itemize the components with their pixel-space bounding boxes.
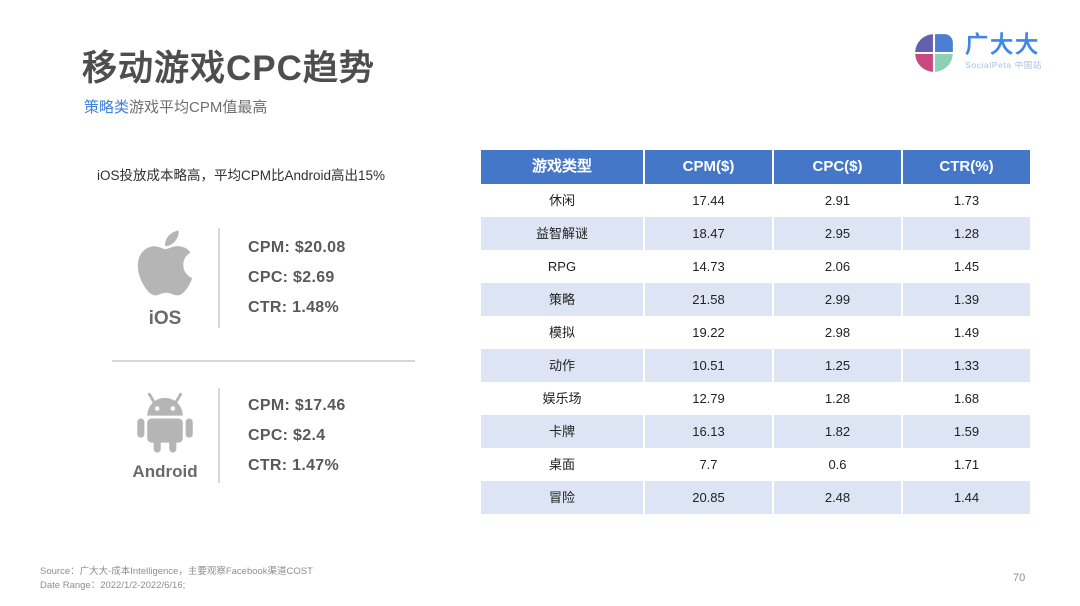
table-cell: 冒险 [481, 481, 643, 514]
table-cell: 1.59 [903, 415, 1030, 448]
table-row: 娱乐场 12.79 1.28 1.68 [481, 382, 1030, 415]
table-cell: 动作 [481, 349, 643, 382]
table-cell: 1.71 [903, 448, 1030, 481]
stat-line: CPM: $17.46 [248, 396, 346, 414]
table-row: RPG 14.73 2.06 1.45 [481, 250, 1030, 283]
platform-android-label: Android [132, 461, 198, 481]
table-cell: 1.25 [774, 349, 901, 382]
table-cell: 1.45 [903, 250, 1030, 283]
platform-android-stats: CPM: $17.46 CPC: $2.4 CTR: 1.47% [248, 391, 346, 481]
table-cell: 18.47 [645, 217, 772, 250]
subtitle-rest: 游戏平均CPM值最高 [129, 99, 268, 116]
table-header-row: 游戏类型 CPM($) CPC($) CTR(%) [481, 150, 1030, 184]
table-cell: 1.82 [774, 415, 901, 448]
table-cell: 1.39 [903, 283, 1030, 316]
table-cell: 21.58 [645, 283, 772, 316]
table-cell: 策略 [481, 283, 643, 316]
table-row: 动作 10.51 1.25 1.33 [481, 349, 1030, 382]
brand-name: 广大大 [965, 31, 1041, 57]
table-cell: RPG [481, 250, 643, 283]
table-cell: 1.28 [774, 382, 901, 415]
footer-source: Source：广大大-成本Intelligence，主要观察Facebook渠道… [40, 566, 313, 577]
table-cell: 0.6 [774, 448, 901, 481]
table-cell: 卡牌 [481, 415, 643, 448]
table-cell: 模拟 [481, 316, 643, 349]
android-icon [125, 390, 205, 459]
platform-ios-stats: CPM: $20.08 CPC: $2.69 CTR: 1.48% [248, 233, 346, 323]
table-cell: 20.85 [645, 481, 772, 514]
platform-android-badge: Android [116, 390, 214, 482]
table-row: 益智解谜 18.47 2.95 1.28 [481, 217, 1030, 250]
table-cell: 休闲 [481, 184, 643, 217]
table-header-cell: CTR(%) [903, 150, 1030, 184]
insight-note: iOS投放成本略高，平均CPM比Android高出15% [97, 168, 386, 183]
table-cell: 2.98 [774, 316, 901, 349]
game-type-table: 游戏类型 CPM($) CPC($) CTR(%) 休闲 17.44 2.91 1.73 益智… [481, 150, 1030, 514]
table-body: 休闲 17.44 2.91 1.73 益智解谜 18.47 2.95 1.28 RPG 14.73… [481, 184, 1030, 514]
brand-pie-icon [912, 31, 956, 80]
table-cell: 桌面 [481, 448, 643, 481]
table-cell: 娱乐场 [481, 382, 643, 415]
vertical-divider [218, 228, 220, 328]
table-cell: 2.99 [774, 283, 901, 316]
table-row: 模拟 19.22 2.98 1.49 [481, 316, 1030, 349]
platform-ios-label: iOS [148, 308, 182, 329]
table-cell: 10.51 [645, 349, 772, 382]
table-cell: 16.13 [645, 415, 772, 448]
footer: Source：广大大-成本Intelligence，主要观察Facebook渠道… [40, 565, 313, 592]
table-cell: 益智解谜 [481, 217, 643, 250]
platform-ios-badge: iOS [116, 226, 214, 330]
table-row: 桌面 7.7 0.6 1.71 [481, 448, 1030, 481]
table-cell: 12.79 [645, 382, 772, 415]
table-row: 卡牌 16.13 1.82 1.59 [481, 415, 1030, 448]
platform-android: Android CPM: $17.46 CPC: $2.4 CTR: 1.47% [116, 388, 346, 483]
table-cell: 2.91 [774, 184, 901, 217]
page-title: 移动游戏CPC趋势 [82, 49, 375, 88]
table-cell: 1.33 [903, 349, 1030, 382]
section-divider [112, 360, 415, 362]
page-number: 70 [1013, 572, 1026, 584]
stat-line: CPC: $2.4 [248, 426, 326, 444]
brand-logo: 广大大 SocialPeta 中国站 [912, 31, 1042, 80]
vertical-divider [218, 388, 220, 483]
brand-tagline: SocialPeta 中国站 [965, 60, 1042, 70]
stat-line: CPC: $2.69 [248, 269, 335, 286]
table-header-cell: CPM($) [645, 150, 772, 184]
table-cell: 2.06 [774, 250, 901, 283]
table-row: 休闲 17.44 2.91 1.73 [481, 184, 1030, 217]
brand-text: 广大大 SocialPeta 中国站 [965, 31, 1042, 71]
table-cell: 7.7 [645, 448, 772, 481]
stat-line: CTR: 1.47% [248, 456, 340, 474]
table-cell: 1.68 [903, 382, 1030, 415]
platform-ios: iOS CPM: $20.08 CPC: $2.69 CTR: 1.48% [116, 226, 346, 330]
table-cell: 1.44 [903, 481, 1030, 514]
table-cell: 2.48 [774, 481, 901, 514]
table-header-cell: 游戏类型 [481, 150, 643, 184]
table-cell: 14.73 [645, 250, 772, 283]
table-cell: 1.28 [903, 217, 1030, 250]
table-cell: 19.22 [645, 316, 772, 349]
subtitle-highlight: 策略类 [84, 99, 130, 116]
table-row: 策略 21.58 2.99 1.39 [481, 283, 1030, 316]
table-cell: 2.95 [774, 217, 901, 250]
footer-date-range: Date Range：2022/1/2-2022/6/16; [40, 579, 186, 591]
stat-line: CTR: 1.48% [248, 299, 340, 316]
table-cell: 1.73 [903, 184, 1030, 217]
table-cell: 1.49 [903, 316, 1030, 349]
stat-line: CPM: $20.08 [248, 239, 346, 256]
table-cell: 17.44 [645, 184, 772, 217]
apple-icon [134, 226, 196, 305]
page-subtitle: 策略类游戏平均CPM值最高 [84, 96, 267, 117]
table-row: 冒险 20.85 2.48 1.44 [481, 481, 1030, 514]
table-header-cell: CPC($) [774, 150, 901, 184]
